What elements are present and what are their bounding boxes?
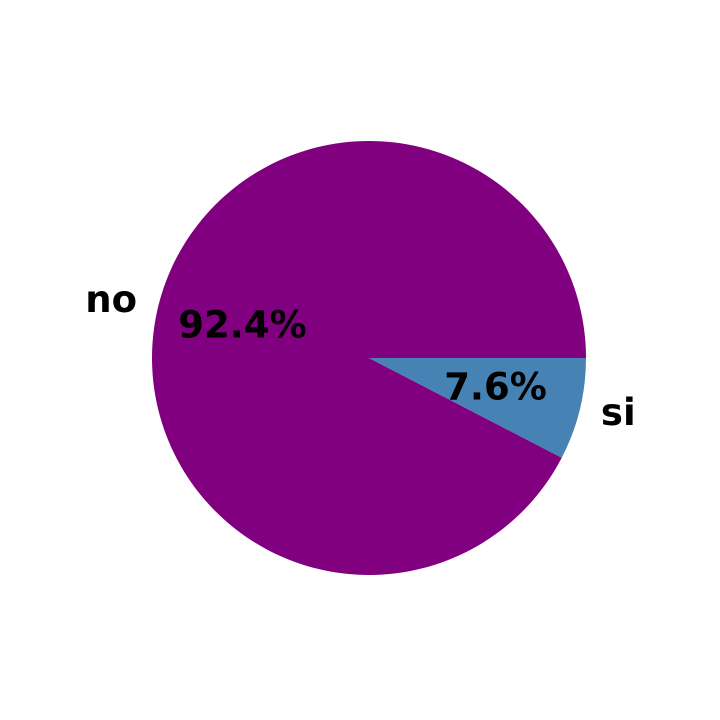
pie-slice-si <box>369 358 586 458</box>
category-label-no: no <box>85 278 137 321</box>
percentage-label-no: 92.4% <box>178 304 306 347</box>
category-label-si: si <box>601 391 636 434</box>
pie-slice-no <box>151 140 587 575</box>
pie-slices <box>151 140 587 575</box>
percentage-label-si: 7.6% <box>444 365 547 408</box>
pie-labels: no 92.4% si 7.6% <box>85 278 635 434</box>
